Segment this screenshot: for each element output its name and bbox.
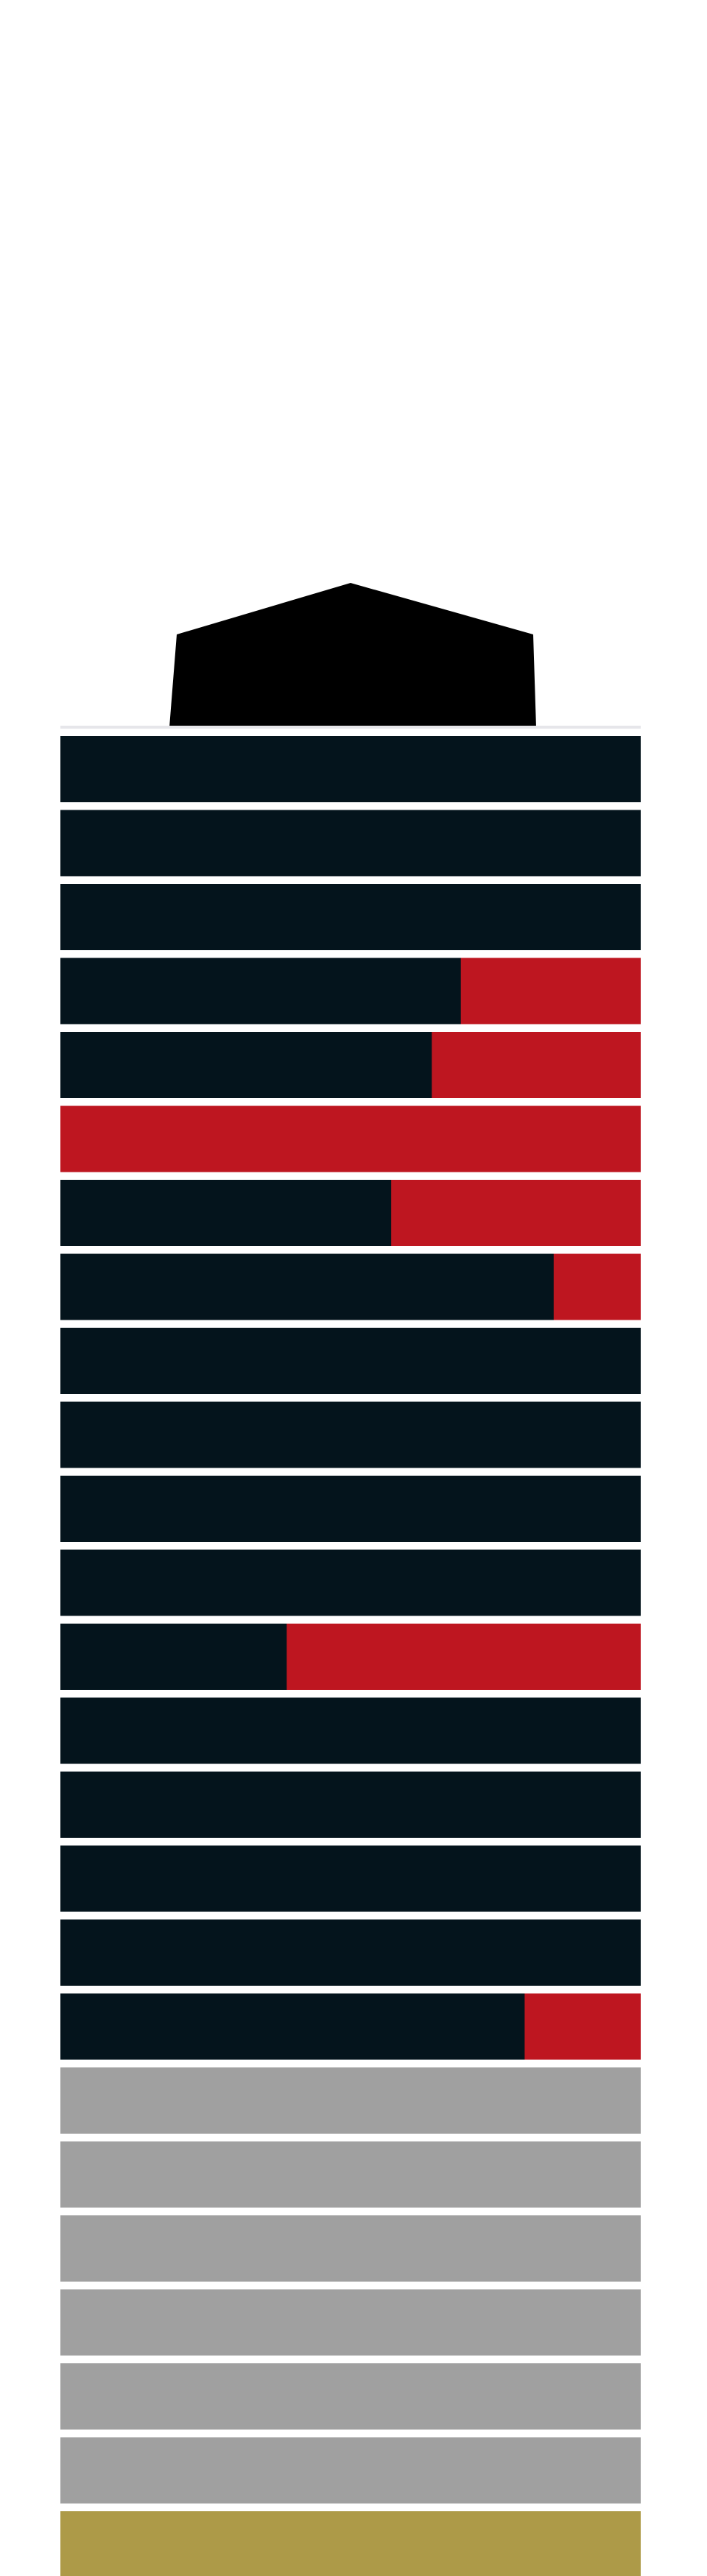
- floor-2: [60, 810, 641, 877]
- floor-12-body: [60, 1549, 641, 1616]
- floor-12: [60, 1549, 641, 1616]
- floor-20: [60, 2141, 641, 2208]
- floor-1: [60, 736, 641, 802]
- floor-3-body: [60, 884, 641, 950]
- floor-19-body: [60, 2067, 641, 2134]
- floor-3: [60, 884, 641, 950]
- floor-11: [60, 1476, 641, 1542]
- floor-13-highlight: [286, 1624, 641, 1690]
- floor-4: [60, 958, 641, 1025]
- floor-14-body: [60, 1697, 641, 1764]
- floor-1-body: [60, 736, 641, 802]
- floor-24-body: [60, 2437, 641, 2504]
- floor-21: [60, 2215, 641, 2282]
- floor-17-body: [60, 1919, 641, 1986]
- floor-14: [60, 1697, 641, 1764]
- floors-layer: [60, 736, 641, 2576]
- floor-13: [60, 1624, 641, 1690]
- floor-23-body: [60, 2363, 641, 2430]
- floor-16-body: [60, 1845, 641, 1912]
- floor-24: [60, 2437, 641, 2504]
- floor-21-body: [60, 2215, 641, 2282]
- floor-5: [60, 1032, 641, 1098]
- floor-7-highlight: [391, 1180, 641, 1246]
- floor-8-body: [60, 1253, 641, 1320]
- floor-15: [60, 1772, 641, 1838]
- floor-22: [60, 2289, 641, 2356]
- floor-15-body: [60, 1772, 641, 1838]
- tower-top-line: [60, 726, 641, 729]
- floor-23: [60, 2363, 641, 2430]
- floor-20-body: [60, 2141, 641, 2208]
- floor-19: [60, 2067, 641, 2134]
- roof-layer: [60, 583, 641, 729]
- floor-9: [60, 1328, 641, 1394]
- floor-9-body: [60, 1328, 641, 1394]
- floor-18-highlight: [524, 1993, 641, 2060]
- floor-17: [60, 1919, 641, 1986]
- floor-25-body: [60, 2511, 641, 2576]
- floor-4-highlight: [460, 958, 641, 1025]
- floor-11-body: [60, 1476, 641, 1542]
- roof: [169, 583, 536, 727]
- floor-25: [60, 2511, 641, 2576]
- floor-7: [60, 1180, 641, 1246]
- floor-2-body: [60, 810, 641, 877]
- floor-10: [60, 1401, 641, 1468]
- floor-5-highlight: [432, 1032, 641, 1098]
- floor-10-body: [60, 1401, 641, 1468]
- floor-16: [60, 1845, 641, 1912]
- floor-22-body: [60, 2289, 641, 2356]
- floor-6-highlight: [60, 1105, 641, 1172]
- floor-8-highlight: [553, 1253, 641, 1320]
- floor-6: [60, 1105, 641, 1172]
- floor-18: [60, 1993, 641, 2060]
- floor-8: [60, 1253, 641, 1320]
